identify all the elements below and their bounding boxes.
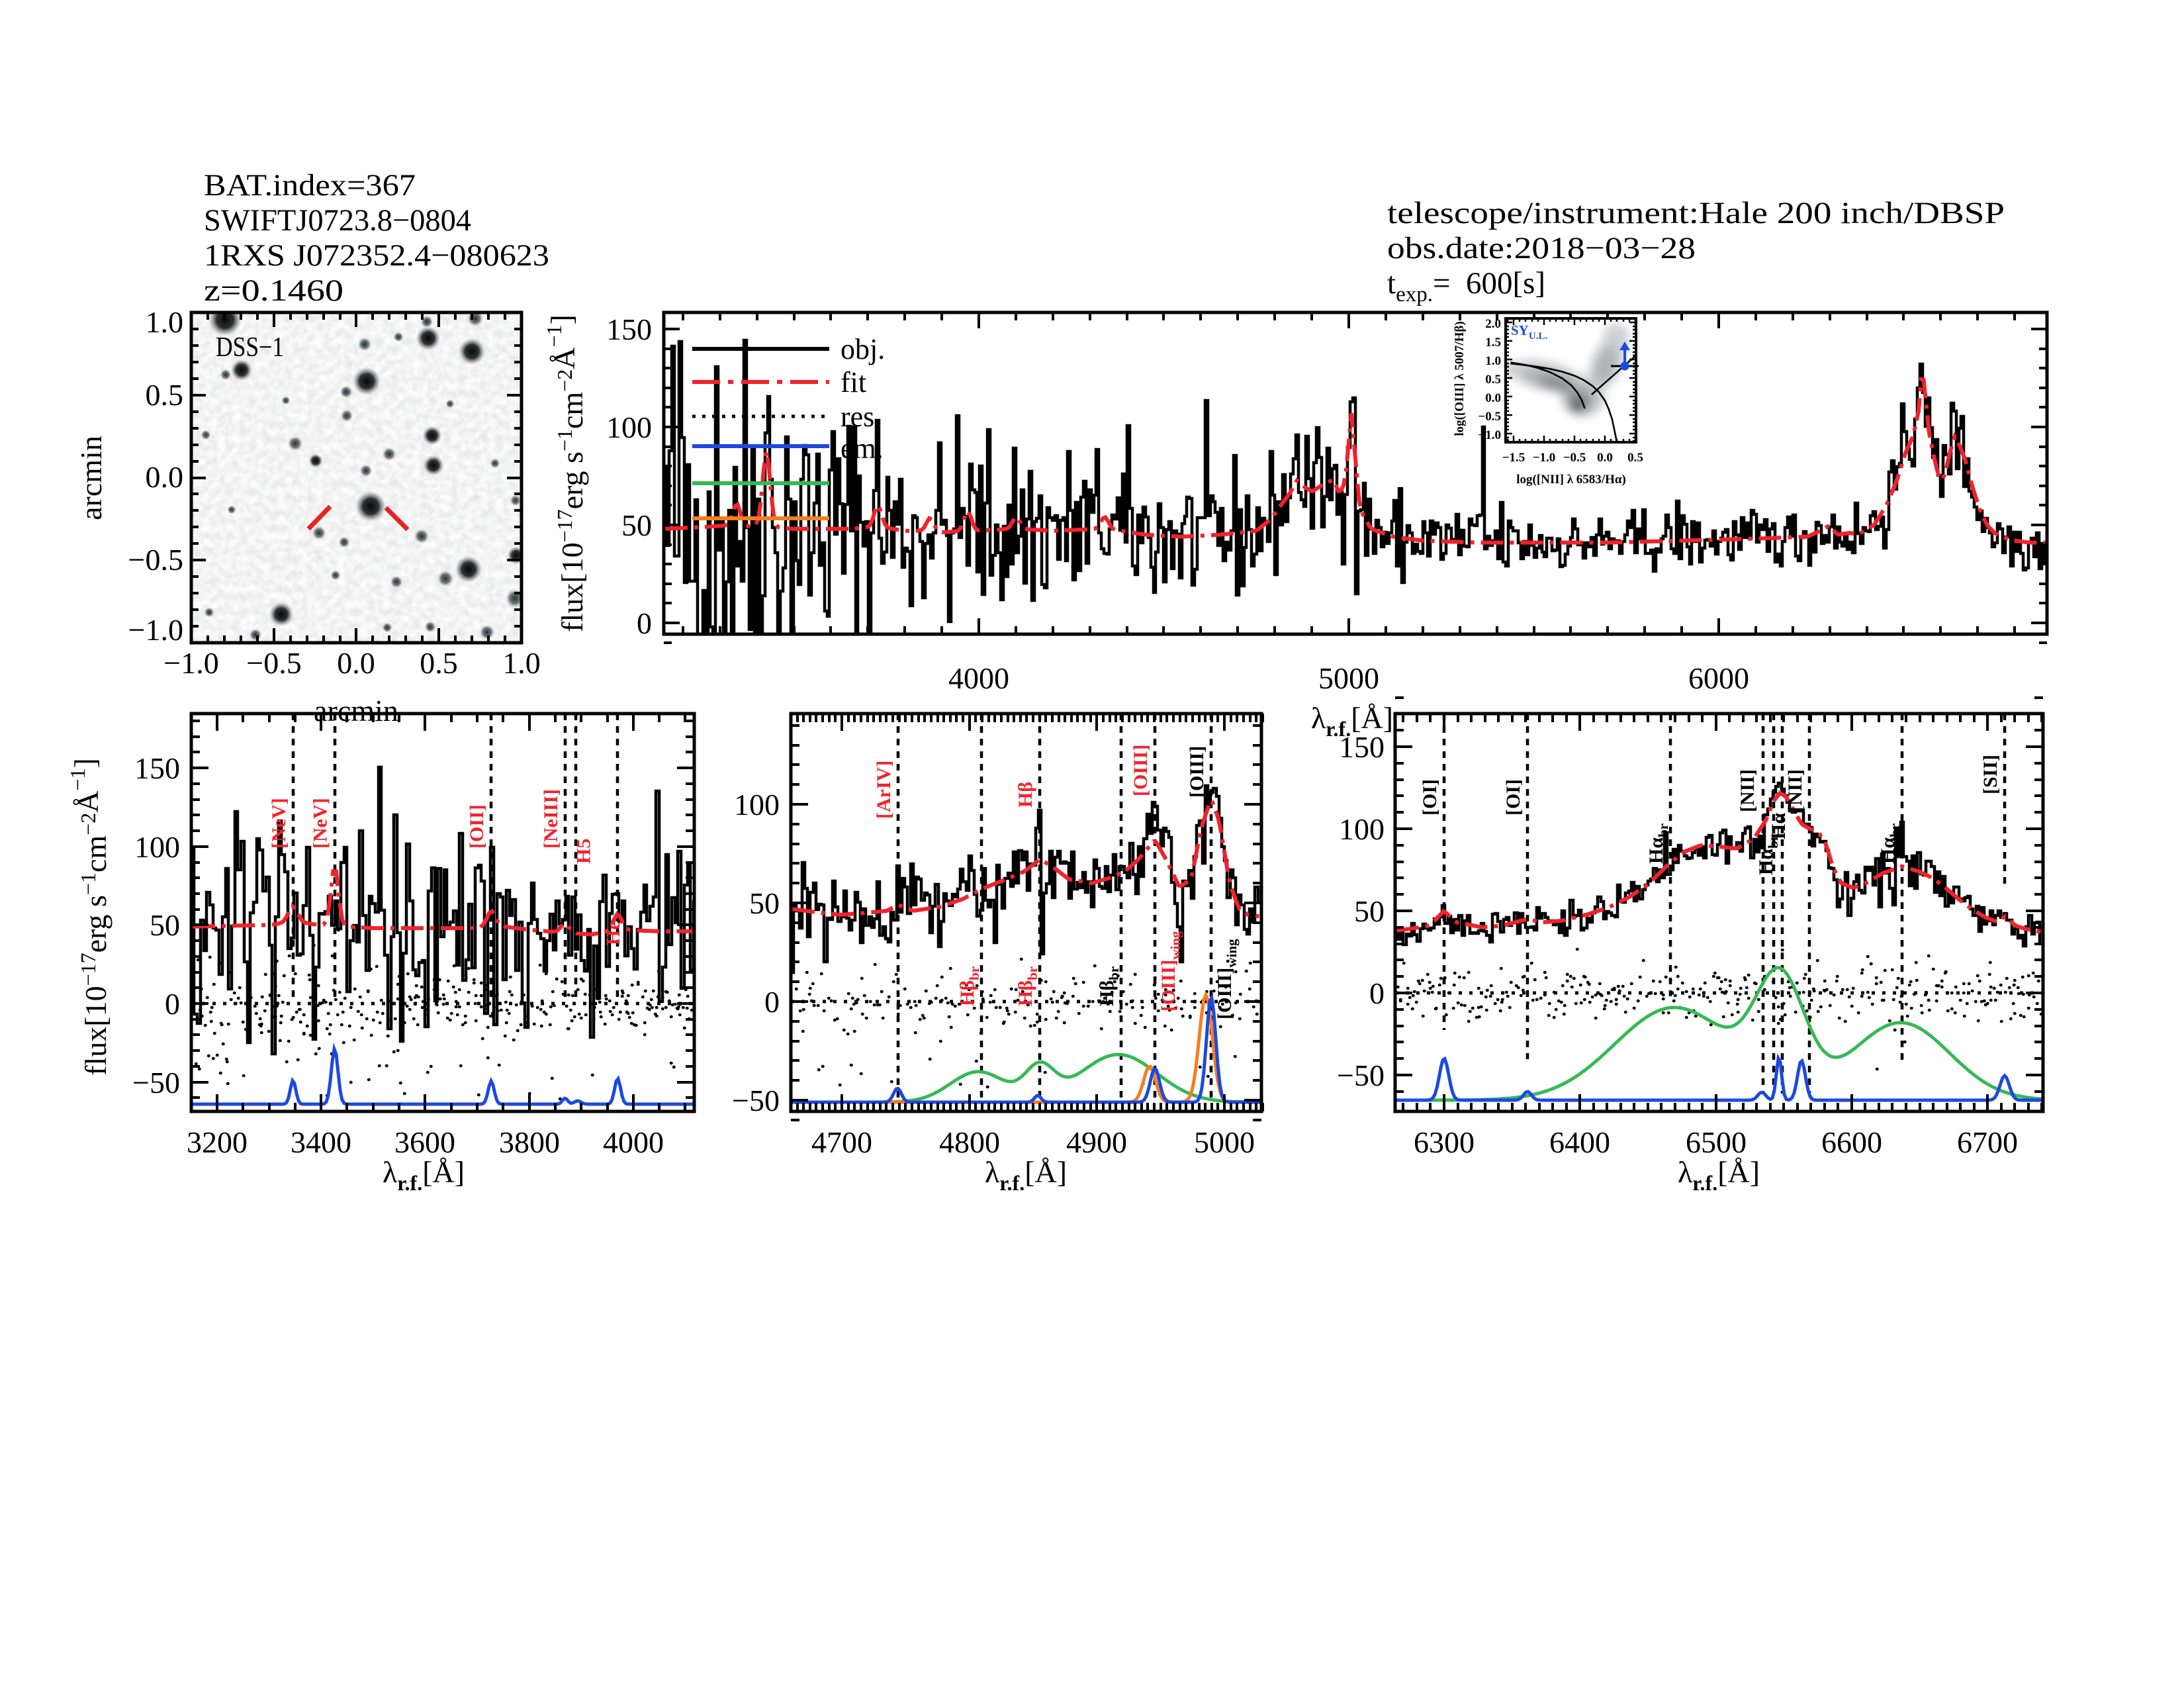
svg-text:fit: fit	[841, 366, 866, 399]
svg-text:150: 150	[1339, 730, 1385, 764]
svg-text:6500: 6500	[1686, 1125, 1747, 1159]
svg-text:λr.f.[Å]: λr.f.[Å]	[1311, 701, 1393, 741]
svg-text:150: 150	[606, 312, 652, 346]
svg-text:Hαbr: Hαbr	[1877, 823, 1903, 864]
svg-text:0: 0	[764, 985, 780, 1019]
svg-text:100: 100	[734, 788, 780, 821]
svg-text:6300: 6300	[1414, 1125, 1475, 1159]
svg-text:6600: 6600	[1821, 1125, 1882, 1159]
svg-text:em.: em.	[841, 432, 884, 465]
svg-text:6400: 6400	[1549, 1125, 1610, 1159]
svg-text:6700: 6700	[1957, 1125, 2018, 1159]
svg-text:−50: −50	[1337, 1058, 1385, 1092]
svg-text:[OII]: [OII]	[466, 804, 488, 849]
svg-text:0.5: 0.5	[420, 646, 458, 680]
svg-text:0.5: 0.5	[146, 378, 184, 412]
svg-text:log([OIII] λ 5007/Hβ): log([OIII] λ 5007/Hβ)	[1453, 321, 1467, 436]
svg-text:[NeIII]: [NeIII]	[540, 789, 562, 849]
svg-text:5000: 5000	[1318, 661, 1379, 695]
svg-text:50: 50	[621, 508, 652, 542]
svg-text:2.0: 2.0	[1485, 317, 1501, 331]
svg-text:obs.date:2018−03−28: obs.date:2018−03−28	[1387, 231, 1696, 265]
svg-text:3400: 3400	[291, 1125, 351, 1159]
svg-text:−1.0: −1.0	[128, 613, 183, 647]
svg-text:SWIFTJ0723.8−0804: SWIFTJ0723.8−0804	[204, 203, 471, 238]
svg-text:1.0: 1.0	[502, 646, 541, 680]
svg-text:telescope/instrument:Hale 200: telescope/instrument:Hale 200 inch/DBSP	[1387, 196, 2005, 230]
svg-text:−1.0: −1.0	[1478, 428, 1501, 442]
svg-text:1RXS J072352.4−080623: 1RXS J072352.4−080623	[204, 238, 549, 273]
svg-text:[NII]: [NII]	[1784, 769, 1806, 812]
svg-text:4900: 4900	[1066, 1125, 1127, 1159]
svg-text:−1.5: −1.5	[1502, 451, 1525, 465]
svg-text:50: 50	[749, 886, 780, 920]
svg-text:3200: 3200	[187, 1125, 248, 1159]
svg-text:0.5: 0.5	[1485, 373, 1501, 387]
svg-text:100: 100	[1339, 812, 1385, 846]
svg-text:1.0: 1.0	[146, 305, 184, 339]
svg-text:6000: 6000	[1688, 661, 1749, 695]
svg-text:[OIII]: [OIII]	[1130, 745, 1152, 796]
svg-text:z=0.1460: z=0.1460	[204, 273, 343, 308]
svg-text:λr.f.[Å]: λr.f.[Å]	[383, 1155, 465, 1195]
svg-text:0: 0	[165, 987, 180, 1021]
svg-text:BAT.index=367: BAT.index=367	[204, 168, 416, 203]
svg-text:−0.5: −0.5	[1563, 451, 1586, 465]
svg-text:0.0: 0.0	[1485, 391, 1501, 405]
svg-text:0: 0	[1369, 976, 1385, 1010]
svg-text:[NeV]: [NeV]	[268, 798, 290, 849]
svg-text:[OIII]wing: [OIII]wing	[1158, 931, 1183, 1011]
svg-text:arcmin: arcmin	[314, 694, 398, 727]
svg-text:[OIII]: [OIII]	[1186, 746, 1208, 798]
svg-text:3800: 3800	[499, 1125, 560, 1159]
svg-text:1.5: 1.5	[1485, 336, 1501, 350]
svg-text:3600: 3600	[394, 1125, 455, 1159]
svg-text:H5: H5	[573, 839, 595, 864]
svg-text:150: 150	[134, 751, 180, 785]
svg-text:arcmin: arcmin	[74, 436, 108, 520]
svg-text:−0.5: −0.5	[1478, 410, 1501, 424]
svg-text:[ArIV]: [ArIV]	[873, 761, 895, 819]
svg-text:4700: 4700	[811, 1125, 872, 1159]
svg-text:−1.0: −1.0	[1533, 451, 1556, 465]
svg-text:0.0: 0.0	[1597, 451, 1613, 465]
svg-text:5000: 5000	[1194, 1125, 1255, 1159]
svg-text:−50: −50	[132, 1066, 180, 1100]
svg-text:[NeV]: [NeV]	[310, 798, 332, 849]
svg-text:100: 100	[606, 410, 652, 444]
svg-text:0.0: 0.0	[146, 460, 184, 494]
svg-text:Hβbr: Hβbr	[956, 966, 982, 1006]
svg-text:Hβ: Hβ	[1015, 782, 1036, 808]
svg-text:Hβbr: Hβbr	[1015, 966, 1040, 1006]
svg-text:4000: 4000	[948, 661, 1009, 695]
svg-text:100: 100	[134, 830, 180, 864]
svg-text:λr.f.[Å]: λr.f.[Å]	[985, 1155, 1067, 1195]
svg-text:50: 50	[1354, 894, 1385, 928]
svg-text:−1.0: −1.0	[163, 646, 218, 680]
svg-text:−50: −50	[732, 1084, 780, 1117]
svg-text:0: 0	[637, 606, 652, 640]
svg-text:[OI]: [OI]	[1419, 779, 1441, 816]
svg-text:−0.5: −0.5	[128, 543, 183, 577]
svg-text:1.0: 1.0	[1485, 354, 1501, 368]
svg-text:log([NII] λ 6583/Hα): log([NII] λ 6583/Hα)	[1516, 473, 1626, 487]
svg-text:res.: res.	[841, 400, 882, 433]
svg-text:[NII]: [NII]	[1737, 769, 1758, 812]
svg-text:4000: 4000	[603, 1125, 664, 1159]
svg-text:[SII]: [SII]	[1979, 755, 2001, 794]
svg-text:λr.f.[Å]: λr.f.[Å]	[1678, 1155, 1760, 1195]
svg-text:0.5: 0.5	[1627, 451, 1643, 465]
svg-text:Hα: Hα	[1768, 813, 1790, 839]
svg-text:obj.: obj.	[841, 333, 885, 365]
svg-text:He: He	[602, 921, 624, 945]
svg-text:Hβbr: Hβbr	[1096, 966, 1122, 1006]
svg-text:50: 50	[150, 908, 180, 942]
svg-text:4800: 4800	[939, 1125, 1000, 1159]
svg-text:[OI]: [OI]	[1502, 779, 1524, 816]
svg-text:−0.5: −0.5	[246, 646, 301, 680]
svg-text:DSS−1: DSS−1	[216, 332, 284, 363]
svg-text:0.0: 0.0	[337, 646, 375, 680]
